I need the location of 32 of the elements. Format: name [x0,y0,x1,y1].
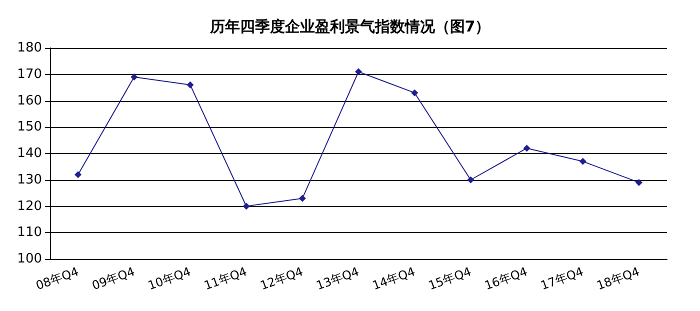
point [186,81,194,88]
y-tick-label: 100 [17,252,42,266]
y-tick-label: 130 [17,172,42,188]
y-tick-label: 150 [17,120,42,135]
point [242,202,250,210]
x-tick-label: 12年Q4 [258,264,305,293]
point [355,68,362,76]
y-tick-label: 110 [17,225,42,240]
x-tick-label: 18年Q4 [594,264,642,293]
x-tick-label: 08年Q4 [34,264,80,293]
x-tick-label: 10年Q4 [146,264,193,293]
x-tick-label: 13年Q4 [314,264,361,293]
x-tick-label: 14年Q4 [370,264,417,293]
x-tick-label: 15年Q4 [426,264,474,293]
point [579,158,586,165]
point [74,171,82,178]
y-tick-label: 180 [17,40,42,56]
y-tick-label: 160 [17,93,42,108]
point [523,144,530,152]
y-tick-label: 140 [17,146,42,161]
point [411,89,418,96]
y-tick-label: 170 [17,66,42,82]
x-tick-label: 16年Q4 [482,264,530,293]
chart-title: 历年四季度企业盈利景气指数情况（图7） [208,18,490,36]
point [298,194,306,202]
point [130,74,138,81]
point [635,179,642,186]
y-tick-label: 120 [17,198,42,214]
x-tick-label: 17年Q4 [538,264,586,293]
x-tick-label: 09年Q4 [90,264,137,293]
x-tick-label: 11年Q4 [202,264,249,293]
point [467,176,474,184]
